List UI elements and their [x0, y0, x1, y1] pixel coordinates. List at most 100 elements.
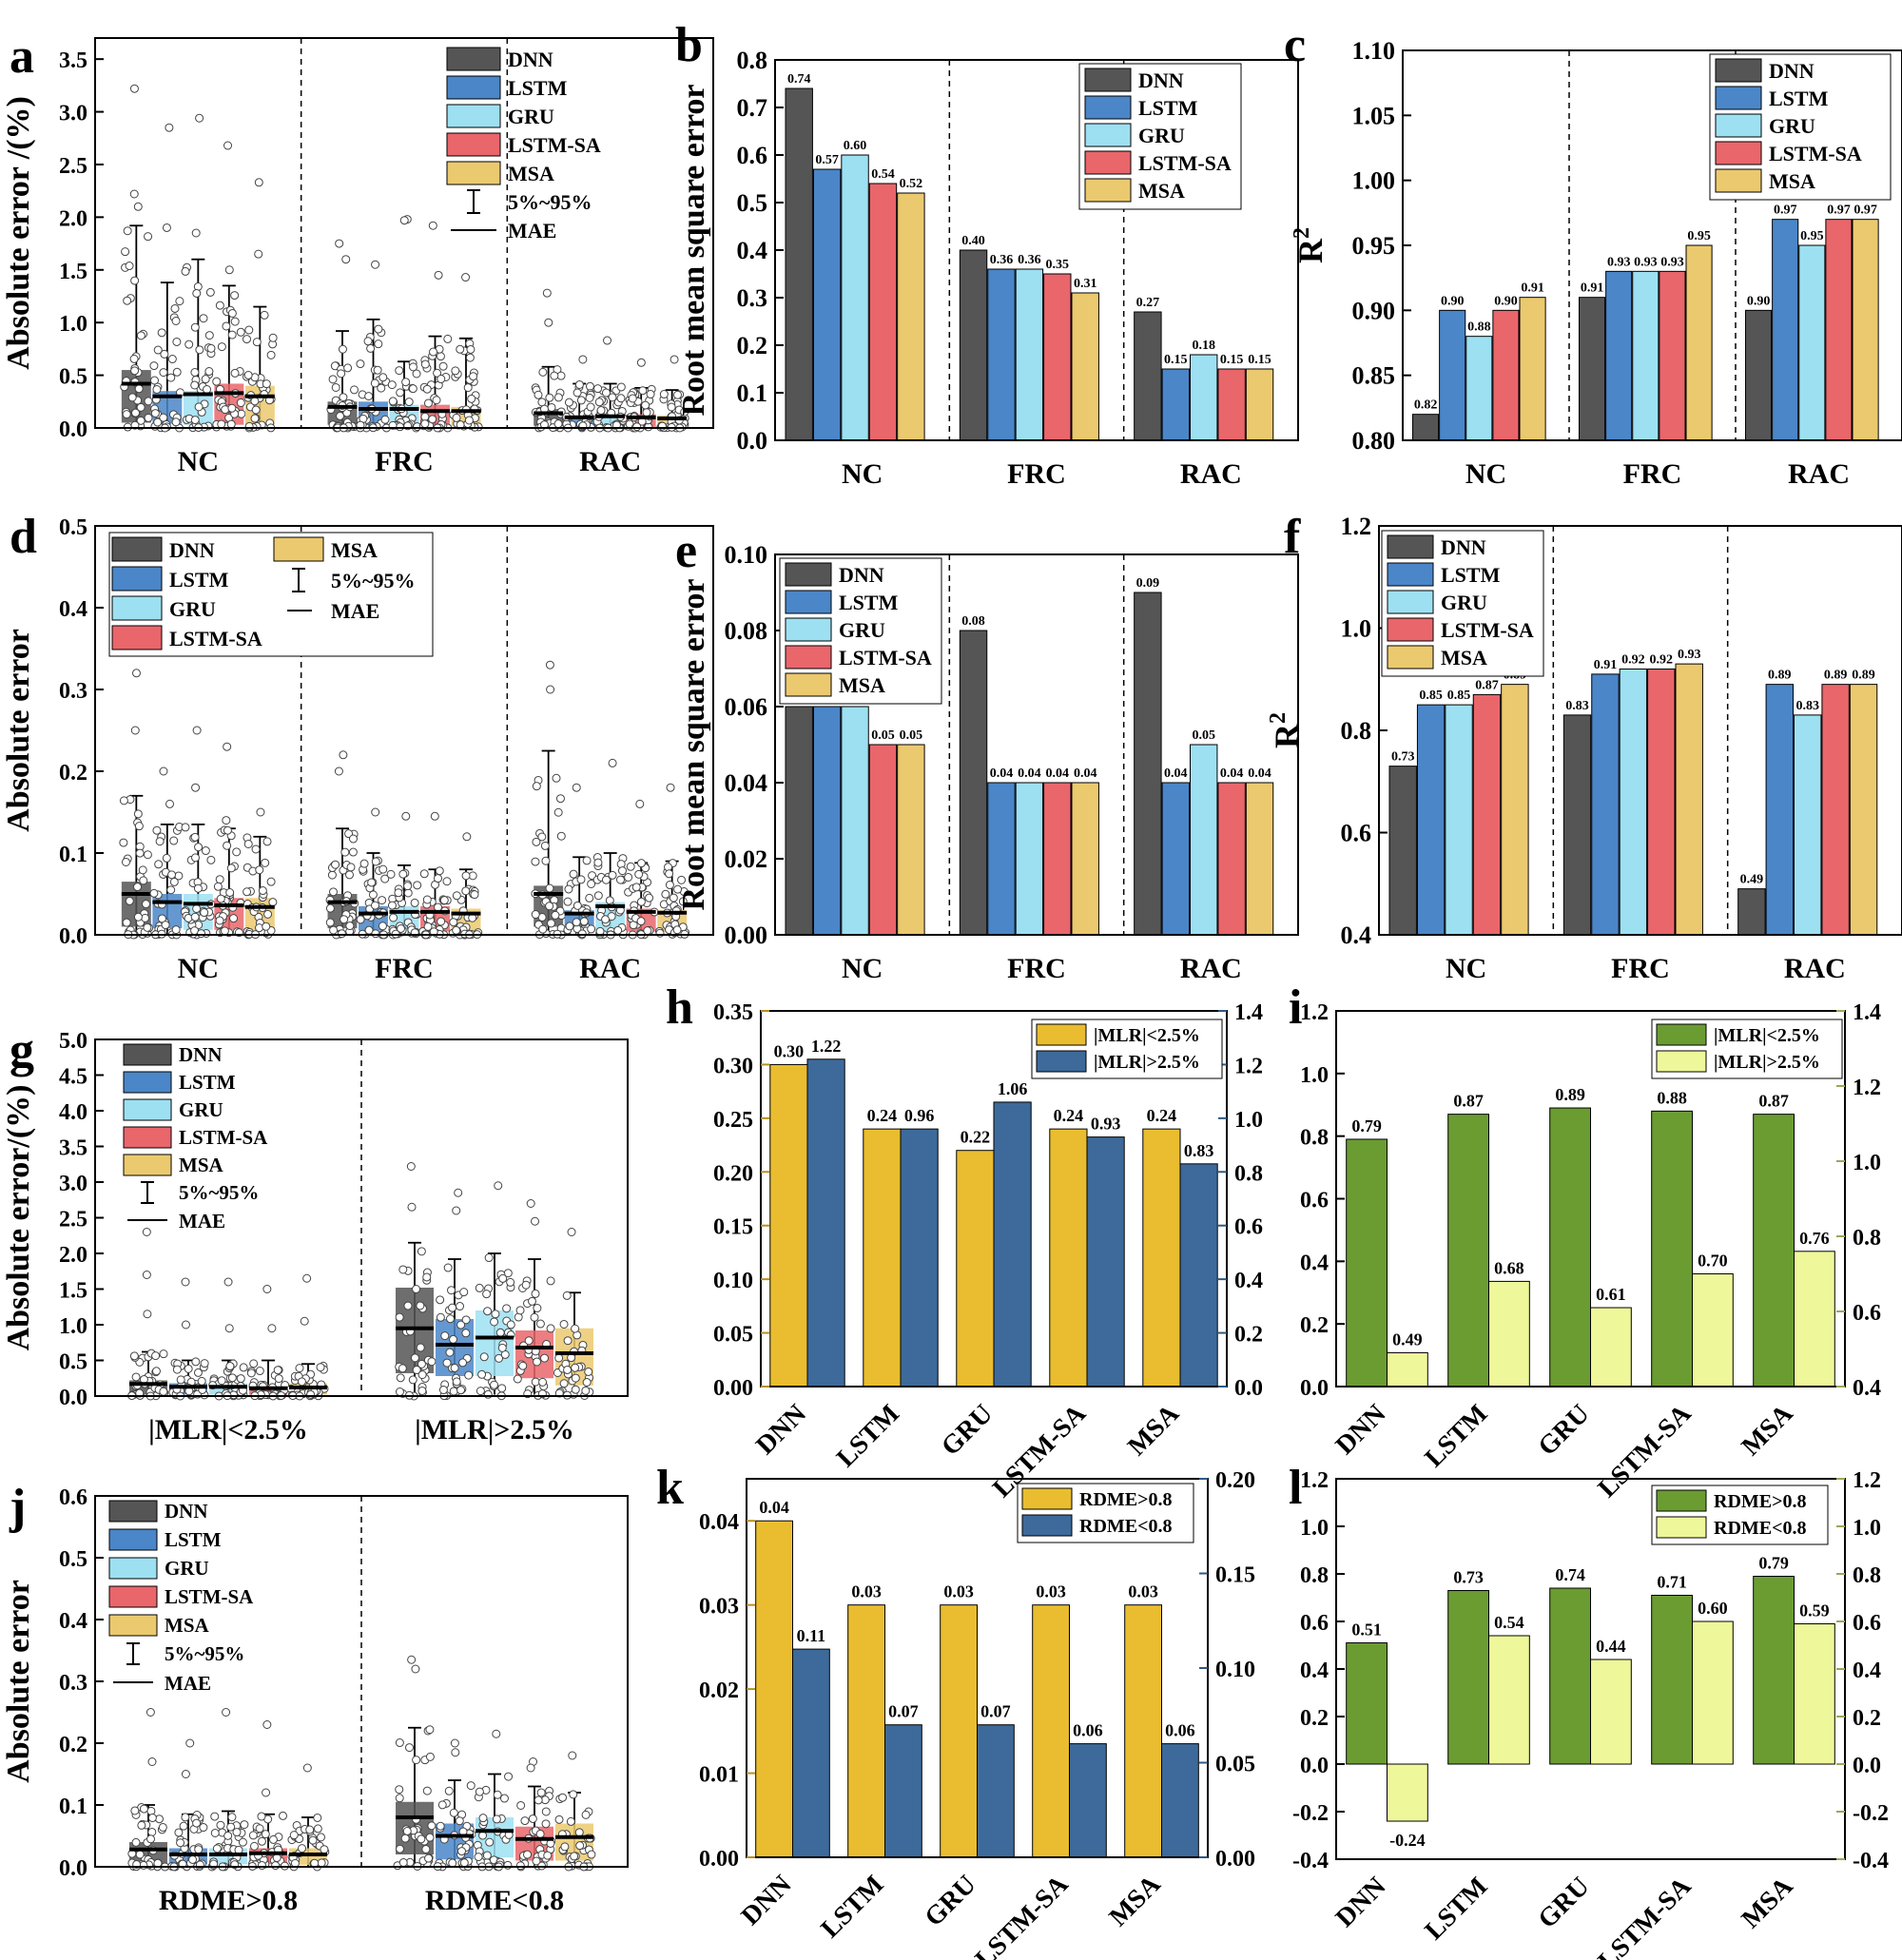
data-point — [575, 1841, 585, 1851]
bar-series-1 — [863, 1128, 902, 1388]
data-point — [452, 1377, 461, 1387]
data-point — [553, 419, 563, 429]
bar-series-2 — [1794, 1623, 1835, 1765]
data-point — [139, 1804, 148, 1814]
legend-box: |MLR|<2.5% |MLR|>2.5% — [1651, 1019, 1843, 1079]
data-point — [172, 1365, 182, 1374]
box-DNN — [120, 84, 153, 432]
data-point — [212, 1844, 222, 1853]
data-point — [571, 1324, 580, 1333]
legend-swatch — [1387, 645, 1434, 670]
data-point — [632, 422, 642, 432]
outlier-point — [256, 807, 265, 817]
bar-LSTM-SA — [868, 183, 898, 441]
x-category-label: GRU — [920, 1870, 982, 1932]
bar-value-label: 0.54 — [1494, 1613, 1524, 1632]
legend-swatch — [1084, 150, 1132, 175]
panel-f: f0.730.850.850.870.89NC0.830.910.920.920… — [1266, 510, 1902, 984]
outlier-point — [454, 1188, 463, 1197]
data-point — [192, 903, 202, 913]
y-tick-label: 1.0 — [1300, 1516, 1329, 1541]
box-GRU — [475, 1181, 515, 1401]
data-point — [433, 368, 442, 378]
box-LSTM — [563, 783, 597, 940]
data-point — [478, 1814, 488, 1823]
bar-series-1 — [1549, 1107, 1591, 1388]
data-point — [545, 883, 554, 893]
y2-tick-label: 1.4 — [1853, 1000, 1881, 1025]
data-point — [558, 1793, 568, 1802]
x-group-label: RDME<0.8 — [425, 1885, 564, 1916]
data-point — [204, 367, 214, 377]
y-axis-label: Root mean square error — [676, 84, 711, 416]
data-point — [506, 1277, 515, 1287]
data-point — [380, 874, 390, 883]
bar-MSA — [897, 744, 925, 936]
box-MSA — [243, 807, 278, 940]
bar-series-2 — [1086, 1136, 1125, 1388]
y-tick-label: 0.04 — [725, 769, 768, 797]
x-category-label: RAC — [1784, 953, 1846, 984]
data-point — [130, 1806, 140, 1815]
data-point — [378, 896, 387, 905]
data-point — [520, 1816, 530, 1826]
data-point — [205, 287, 215, 297]
y-tick-label: 0.4 — [1300, 1659, 1329, 1683]
box-DNN — [127, 1228, 169, 1401]
panel-e: e0.060.060.060.050.05NC0.080.040.040.040… — [675, 524, 1299, 984]
data-point — [152, 825, 162, 835]
data-point — [201, 846, 210, 856]
data-point — [624, 872, 633, 882]
legend-label: LSTM-SA — [839, 646, 932, 670]
data-point — [225, 1362, 235, 1371]
data-point — [518, 1361, 528, 1370]
outlier-point — [131, 669, 141, 678]
legend-label: DNN — [165, 1500, 208, 1523]
data-point — [436, 352, 445, 361]
data-point — [135, 1850, 145, 1859]
data-point — [534, 1795, 543, 1805]
legend-swatch — [1021, 1514, 1073, 1537]
data-point — [263, 909, 273, 919]
y-tick-label: 0.7 — [737, 94, 768, 122]
data-point — [608, 393, 617, 402]
bar-LSTM — [1161, 368, 1191, 441]
data-point — [434, 874, 443, 883]
data-point — [515, 1306, 525, 1315]
data-point — [438, 361, 448, 371]
data-point — [217, 342, 226, 352]
outlier-point — [526, 1199, 535, 1208]
bar-value-label: 0.36 — [990, 253, 1014, 267]
legend-label: GRU — [839, 618, 885, 642]
data-point — [412, 369, 421, 378]
data-point — [159, 1349, 168, 1359]
outlier-point — [302, 1273, 312, 1283]
x-group-label: NC — [178, 953, 219, 984]
data-point — [456, 344, 465, 354]
y-tick-label: 0.4 — [59, 1609, 87, 1634]
data-point — [456, 1320, 466, 1329]
data-point — [546, 919, 555, 928]
legend-label: GRU — [1769, 114, 1815, 138]
legend-label: LSTM-SA — [508, 133, 601, 157]
box-GRU — [208, 1277, 248, 1401]
data-point — [306, 1389, 316, 1399]
data-point — [429, 347, 438, 357]
bar-value-label: 0.49 — [1392, 1329, 1423, 1349]
data-point — [482, 1851, 492, 1860]
legend-swatch — [1084, 178, 1132, 203]
data-point — [131, 1372, 141, 1382]
bar-value-label: 0.90 — [1494, 294, 1518, 308]
data-point — [490, 1317, 499, 1327]
data-point — [230, 368, 240, 378]
data-point — [435, 866, 444, 876]
y-tick-label: 0.30 — [713, 1054, 753, 1078]
data-point — [593, 858, 603, 867]
bar-GRU — [1015, 782, 1044, 936]
x-category-label: LSTM — [1419, 1399, 1493, 1473]
bar-value-label: 1.22 — [811, 1037, 842, 1056]
y-tick-label: 1.2 — [1300, 1468, 1329, 1493]
data-point — [448, 1858, 457, 1868]
box-LSTM — [433, 1738, 476, 1872]
data-point — [565, 922, 574, 931]
